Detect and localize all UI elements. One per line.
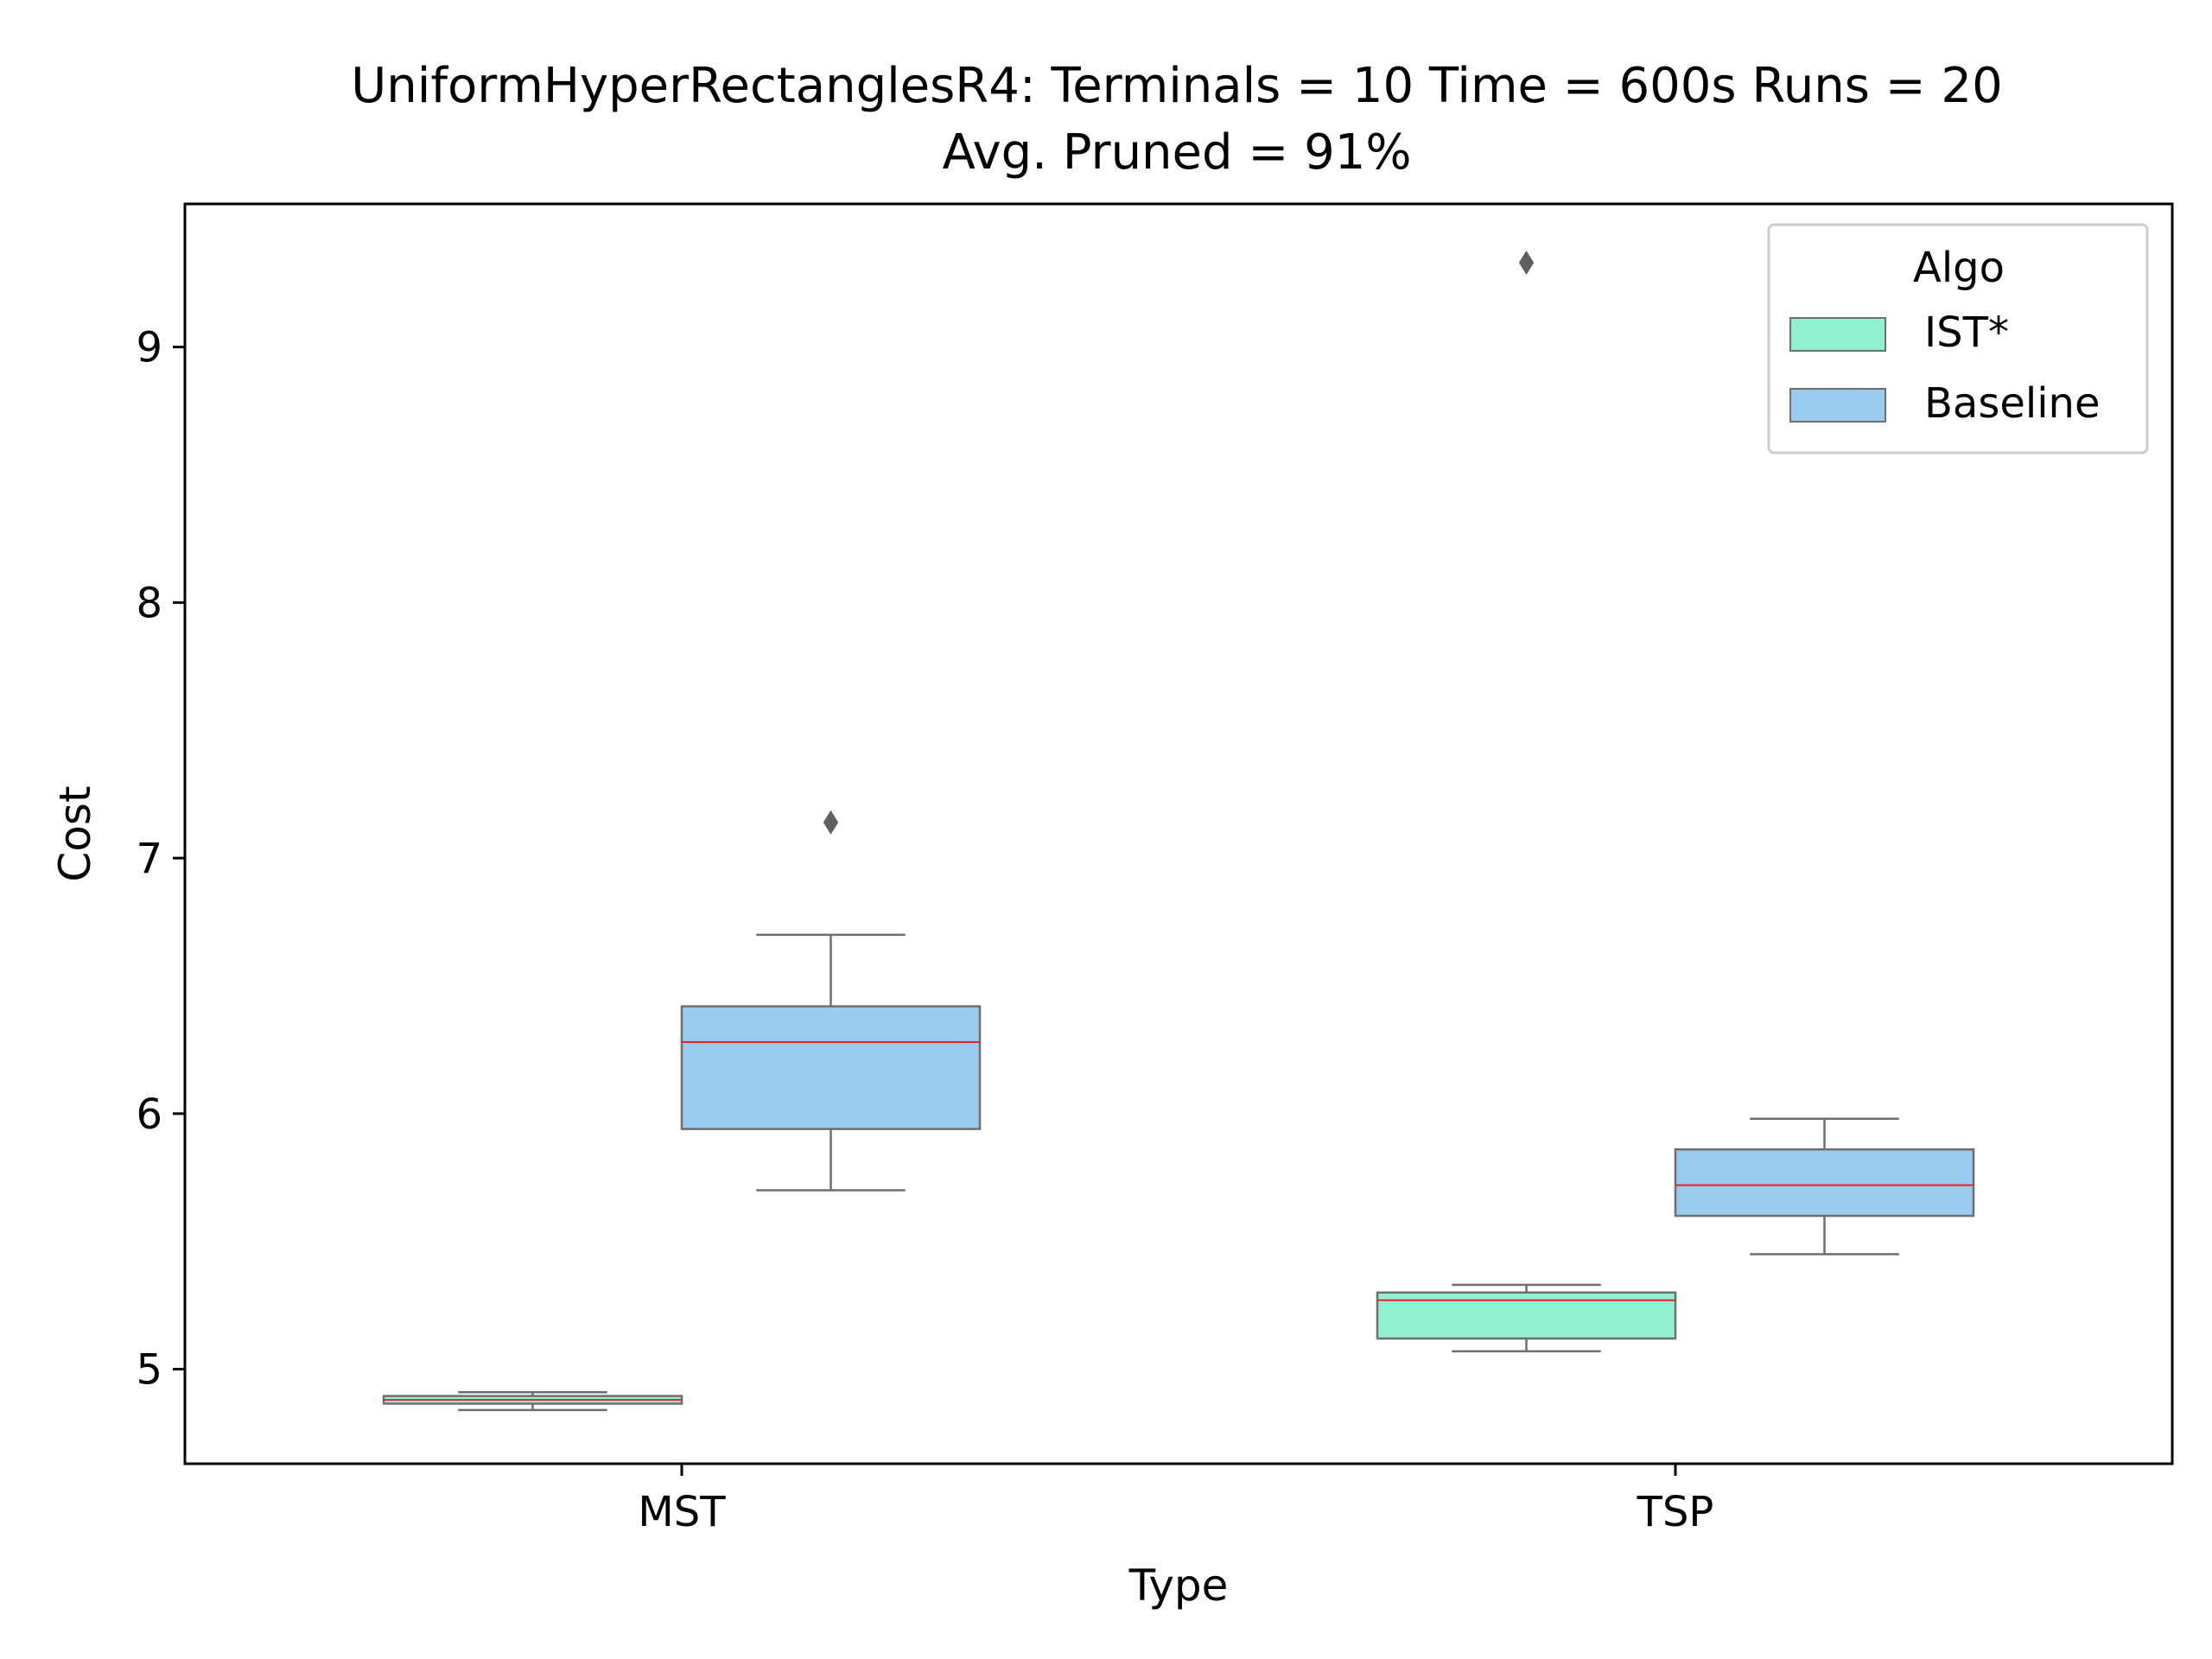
box-ist-mst [382,1390,683,1412]
x-tick-label-tsp: TSP [1637,1488,1714,1536]
chart-subtitle: Avg. Pruned = 91% [942,124,1411,181]
y-tick-label-6: 6 [136,1090,162,1139]
legend-swatch-ist [1789,317,1886,352]
box-ist-tsp [1376,251,1677,1353]
y-tick-label-9: 9 [136,324,162,372]
x-tick-label-mst: MST [638,1488,726,1536]
y-tick-label-5: 5 [136,1346,162,1395]
legend-title: Algo [1913,244,2005,292]
legend-label-ist: IST* [1924,308,2009,357]
y-tick-label-8: 8 [136,579,162,627]
y-axis-label: Cost [50,785,100,881]
box-body-baseline-tsp [1674,1147,1975,1217]
legend-swatch-baseline [1789,388,1886,423]
y-tick-label-7: 7 [136,835,162,883]
outlier-ist-tsp-0 [1518,251,1535,276]
x-axis-label: Type [1128,1560,1229,1611]
legend-label-baseline: Baseline [1924,379,2101,428]
boxes-layer [382,251,1975,1412]
box-baseline-tsp [1674,1117,1975,1255]
axes-layer: 5 6 7 8 9 MST TSP [136,324,1713,1536]
outlier-baseline-mst-0 [823,810,839,835]
plot-frame [183,202,2174,1465]
box-baseline-mst [680,810,982,1192]
legend: Algo IST* Baseline [1767,223,2149,454]
box-body-baseline-mst [680,1005,982,1130]
chart-title: UniformHyperRectanglesR4: Terminals = 10… [351,58,2002,114]
